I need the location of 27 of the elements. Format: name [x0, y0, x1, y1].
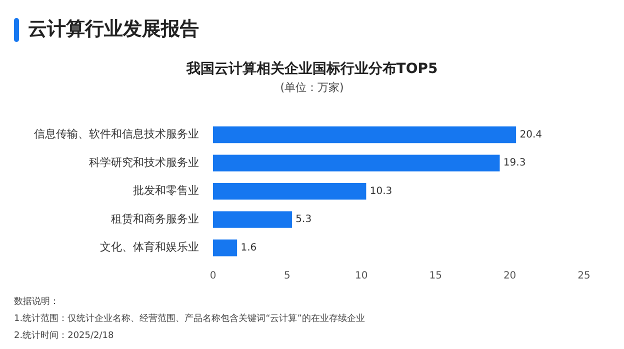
- data-label: 10.3: [370, 186, 392, 197]
- y-tick-label: 文化、体育和娱乐业: [100, 240, 199, 254]
- x-tick-label: 20: [503, 270, 516, 282]
- bar: [213, 240, 238, 256]
- y-tick-label: 科学研究和技术服务业: [89, 156, 199, 169]
- chart-title: 我国云计算相关企业国标行业分布TOP5: [185, 60, 439, 78]
- text: 2.统计时间：2025/2/18: [14, 330, 115, 343]
- bar: [213, 182, 366, 200]
- x-tick-label: 25: [578, 270, 590, 282]
- data-label: 19.3: [503, 158, 526, 169]
- y-tick-label: 租赁和商务服务业: [111, 212, 199, 226]
- x-tick-label: 0: [210, 270, 216, 282]
- x-tick-label: 15: [429, 270, 442, 282]
- bar: [213, 126, 516, 144]
- bar: [213, 211, 292, 228]
- text: 1.统计范围：仅统计企业名称、经营范围、产品名称包含关键词“云计算”的在业存续企业: [14, 312, 365, 326]
- data-label: 1.6: [240, 242, 257, 254]
- chart-subtitle: (单位：万家): [279, 80, 345, 95]
- y-tick-label: 批发和零售业: [133, 184, 199, 198]
- x-tick-label: 5: [284, 270, 290, 282]
- text: 数据说明：: [14, 296, 60, 309]
- data-label: 5.3: [296, 214, 312, 226]
- x-tick-label: 10: [355, 270, 368, 282]
- bar: [213, 154, 500, 172]
- y-tick-label: 信息传输、软件和信息技术服务业: [34, 128, 199, 141]
- text: 云计算行业发展报告: [28, 17, 199, 42]
- data-label: 20.4: [520, 129, 542, 140]
